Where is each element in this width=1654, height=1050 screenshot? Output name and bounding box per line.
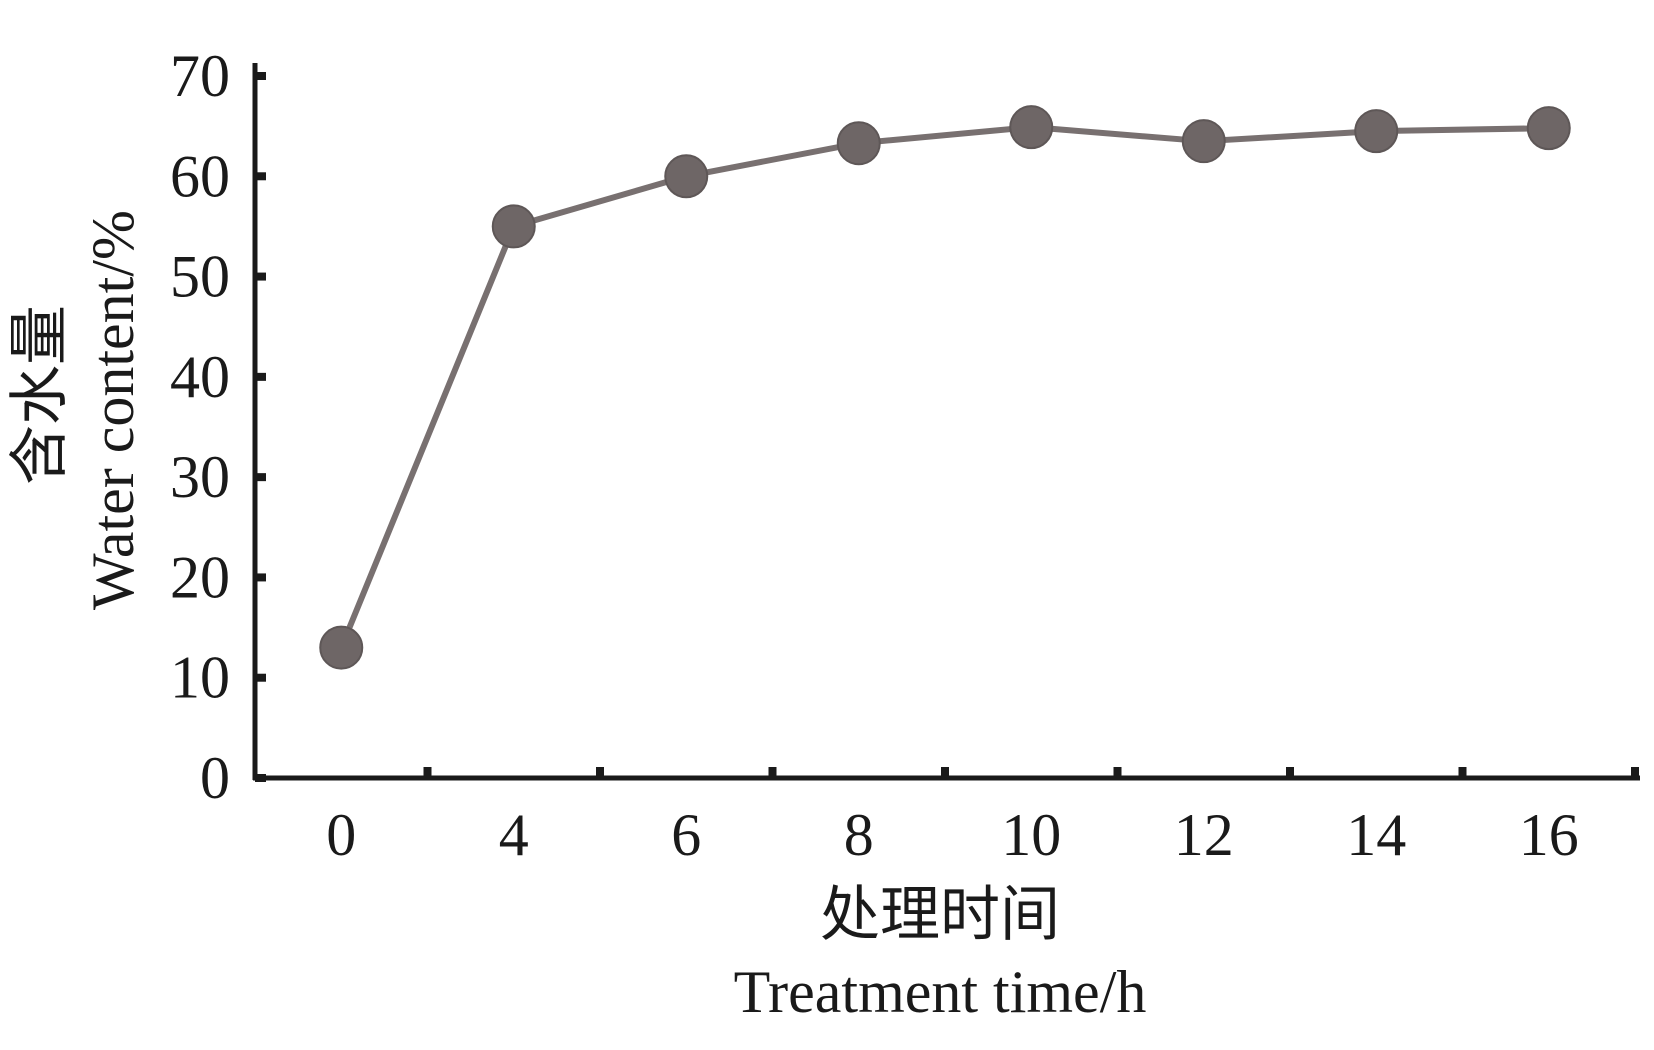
data-point (1009, 105, 1054, 150)
data-point (319, 625, 364, 670)
y-axis-title-cn: 含水量 (7, 305, 73, 485)
data-point (491, 204, 536, 249)
x-tick-label: 6 (671, 802, 701, 868)
data-point (1526, 106, 1571, 151)
series-line (338, 124, 1549, 649)
x-axis-ticks: 0 4 6 8 10 12 14 16 (326, 767, 1639, 868)
y-tick-label: 10 (170, 645, 230, 711)
data-point (836, 121, 881, 166)
y-tick-label: 70 (170, 43, 230, 109)
x-tick-label: 8 (844, 802, 874, 868)
x-axis-title-cn: 处理时间 (820, 882, 1060, 948)
y-tick-label: 30 (170, 444, 230, 510)
data-point (1181, 119, 1226, 164)
y-tick-label: 0 (200, 745, 230, 811)
y-tick-label: 50 (170, 244, 230, 310)
x-axis-title-en: Treatment time/h (734, 959, 1147, 1025)
y-tick-label: 20 (170, 544, 230, 610)
axis-titles: 含水量 Water content/% 处理时间 Treatment time/… (7, 210, 1146, 1025)
x-tick-label: 12 (1174, 802, 1234, 868)
x-tick-label: 10 (1001, 802, 1061, 868)
x-tick-label: 0 (326, 802, 356, 868)
y-tick-label: 40 (170, 344, 230, 410)
y-tick-label: 60 (170, 143, 230, 209)
x-tick-label: 14 (1346, 802, 1406, 868)
y-axis-ticks: 0 10 20 30 40 50 60 70 (170, 43, 266, 811)
axes (252, 63, 1640, 781)
x-tick-label: 4 (499, 802, 529, 868)
data-point (1354, 109, 1399, 154)
series (319, 105, 1571, 670)
data-point (664, 154, 709, 199)
x-tick-label: 16 (1519, 802, 1579, 868)
y-axis-title: 含水量 Water content/% (7, 210, 146, 610)
y-axis-title-en: Water content/% (80, 210, 146, 610)
